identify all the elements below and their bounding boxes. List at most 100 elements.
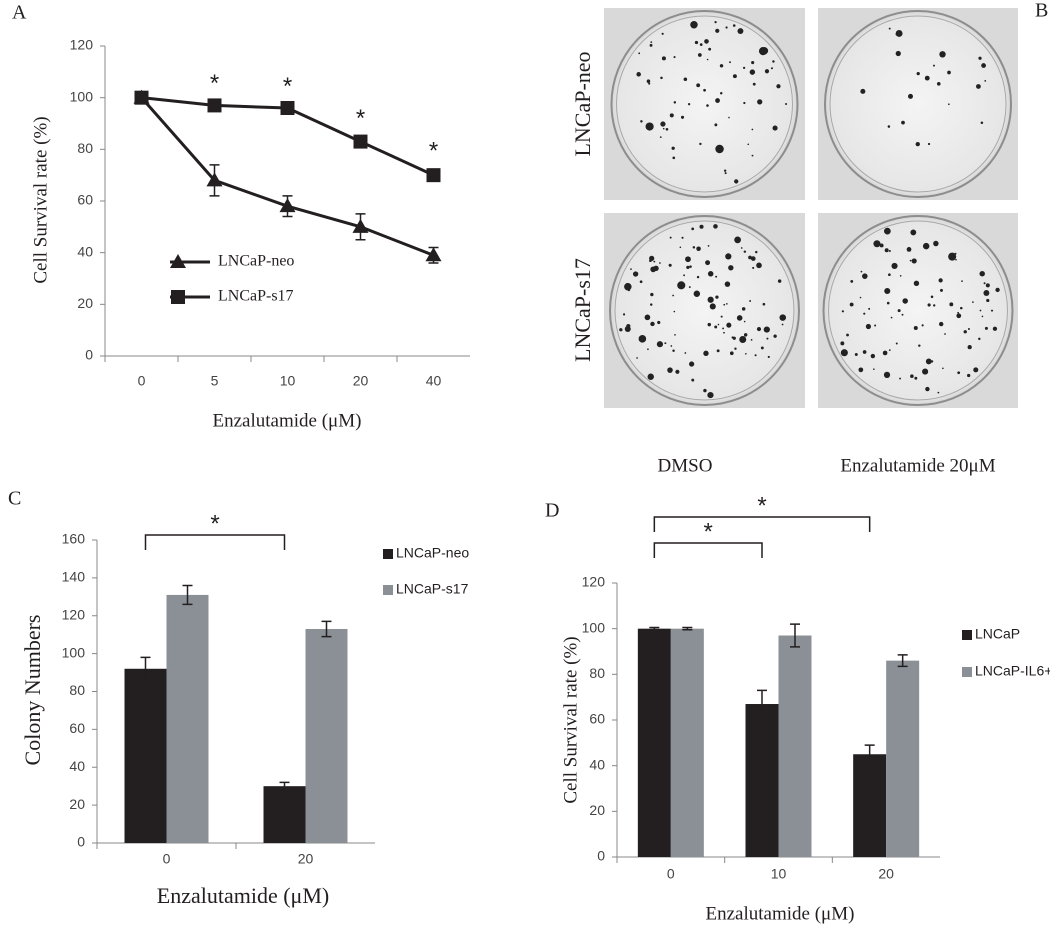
colony — [673, 56, 676, 59]
colony — [751, 128, 754, 131]
bar — [166, 594, 209, 843]
colony — [936, 82, 941, 86]
colony — [960, 306, 963, 310]
colony — [659, 262, 661, 264]
colony — [667, 367, 673, 373]
colony — [840, 349, 848, 357]
colony — [924, 75, 930, 81]
colony — [756, 326, 762, 332]
colony — [895, 50, 901, 57]
marker — [134, 90, 149, 105]
x-tick-label: 0 — [138, 373, 146, 389]
colony — [622, 313, 626, 316]
colony — [685, 256, 691, 263]
colony — [750, 339, 753, 341]
error-bar — [140, 656, 151, 681]
colony — [888, 249, 891, 252]
colony — [760, 346, 764, 350]
marker — [206, 172, 223, 187]
colony — [749, 69, 756, 75]
colony — [688, 286, 691, 288]
bracket-label: * — [703, 518, 712, 545]
colony — [930, 295, 934, 299]
x-tick-label: 40 — [426, 373, 442, 389]
colony — [940, 288, 943, 292]
colony — [725, 253, 732, 260]
colony — [972, 301, 974, 303]
colony — [707, 271, 714, 277]
x-tick-label: 10 — [280, 373, 296, 389]
colony — [715, 295, 719, 299]
colony — [707, 244, 710, 247]
dish-rim — [616, 15, 793, 193]
colony — [884, 248, 889, 253]
colony — [957, 311, 959, 314]
y-axis-label: Cell Survival rate (%) — [560, 636, 581, 803]
colony — [741, 307, 746, 311]
colony — [979, 309, 982, 312]
colony — [691, 378, 695, 382]
colony — [980, 121, 984, 124]
error-bar — [682, 626, 693, 631]
colony — [707, 391, 714, 399]
colony — [883, 371, 891, 379]
colony — [699, 142, 702, 146]
colony — [703, 350, 709, 357]
colony — [660, 121, 666, 127]
colony — [696, 246, 701, 252]
colony — [739, 335, 747, 343]
y-tick-label: 120 — [70, 37, 94, 53]
colony — [967, 328, 970, 331]
marker — [352, 218, 369, 233]
colony — [981, 63, 986, 68]
colony — [734, 347, 737, 350]
colony — [645, 122, 654, 131]
column-label: DMSO — [658, 455, 713, 476]
colony — [703, 88, 706, 92]
colony — [983, 290, 990, 296]
colony — [921, 324, 924, 327]
colony — [650, 321, 655, 327]
colony — [985, 283, 990, 288]
colony — [944, 333, 946, 335]
row-label: LNCaP-neo — [570, 51, 595, 156]
colony — [630, 268, 632, 270]
colony — [743, 101, 746, 105]
colony — [707, 322, 711, 327]
x-axis-label: Enzalutamide (μM) — [213, 410, 362, 431]
dish — [824, 10, 1012, 198]
colony — [703, 388, 707, 393]
bar — [305, 629, 348, 843]
colony — [747, 143, 750, 146]
x-tick-label: 0 — [163, 851, 171, 867]
marker — [170, 254, 186, 268]
colony — [669, 113, 674, 118]
colony — [624, 283, 632, 291]
colony — [725, 26, 728, 29]
marker — [279, 198, 296, 213]
colony — [865, 323, 872, 330]
colony — [762, 302, 766, 306]
colony — [751, 154, 754, 157]
colony — [664, 342, 667, 345]
colony — [967, 344, 972, 350]
y-tick-label: 80 — [69, 682, 85, 698]
marker — [425, 247, 442, 262]
colony — [927, 303, 931, 307]
colony — [752, 266, 755, 269]
colony — [963, 330, 967, 334]
colony — [942, 367, 944, 370]
colony — [890, 316, 893, 319]
colony — [913, 280, 920, 287]
y-tick-label: 140 — [62, 569, 86, 585]
colony — [650, 41, 653, 43]
colony — [846, 333, 849, 337]
y-axis-label: Colony Numbers — [20, 615, 45, 766]
colony — [692, 246, 696, 249]
error-bar — [182, 584, 193, 606]
colony — [767, 355, 770, 359]
colony — [650, 292, 654, 297]
colony — [781, 323, 784, 326]
colony — [916, 71, 920, 76]
colony — [722, 327, 724, 330]
